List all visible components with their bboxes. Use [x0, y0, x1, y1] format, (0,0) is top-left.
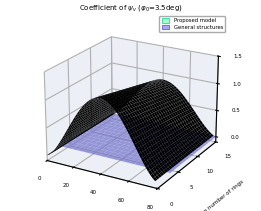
- Title: Coefficient of $\psi_v$ ($\varphi_0$=3.5deg): Coefficient of $\psi_v$ ($\varphi_0$=3.5…: [79, 3, 182, 13]
- Y-axis label: The number of rings: The number of rings: [198, 179, 245, 211]
- X-axis label: $\varphi_s$(deg): $\varphi_s$(deg): [67, 209, 93, 211]
- Legend: Proposed model, General structures: Proposed model, General structures: [159, 16, 225, 32]
